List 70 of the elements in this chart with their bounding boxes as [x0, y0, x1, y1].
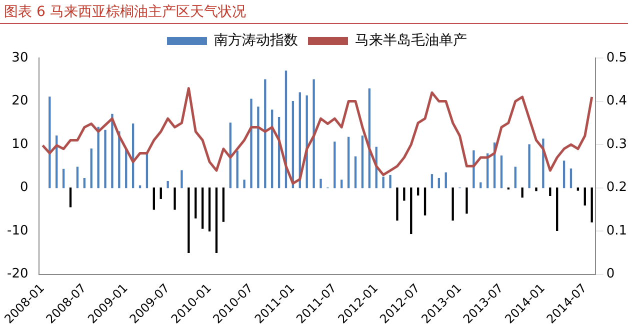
bar [354, 156, 357, 188]
bar [430, 174, 434, 188]
y2-tick-label: 0 [606, 266, 615, 282]
bar [76, 166, 79, 188]
bar [382, 176, 384, 188]
bar [438, 178, 440, 188]
bar [562, 160, 566, 188]
y2-tick-label: 0.4 [606, 94, 628, 109]
bar [396, 187, 398, 221]
bar [83, 178, 86, 188]
bar [452, 187, 454, 221]
bar [403, 187, 406, 201]
bar [243, 180, 246, 188]
bar [166, 181, 169, 188]
bar [514, 166, 516, 188]
bar [202, 187, 204, 229]
y-tick-label: 20 [12, 94, 28, 109]
bar [174, 187, 176, 210]
bar [111, 114, 114, 188]
bar [389, 174, 392, 188]
bar [444, 172, 447, 188]
bar [180, 170, 183, 188]
bar [215, 187, 218, 254]
y-tick-label: 30 [12, 50, 28, 66]
chart-title: 图表 6 马来西亚棕榈油主产区天气状况 [0, 0, 628, 24]
legend-label: 马来半岛毛油单产 [355, 32, 467, 49]
legend-label: 南方涛动指数 [214, 32, 298, 49]
y-tick-label: 0 [20, 180, 28, 196]
y-tick-label: -20 [7, 266, 28, 282]
bar [320, 178, 322, 188]
bar [97, 126, 100, 188]
y2-tick-label: 0.2 [606, 180, 628, 196]
bar [584, 187, 586, 206]
bar [188, 187, 190, 254]
bar [424, 187, 426, 216]
bar [410, 187, 412, 234]
bar [416, 187, 420, 196]
bar [236, 150, 238, 188]
bar [500, 155, 503, 188]
bar [69, 187, 72, 208]
bar [264, 79, 266, 188]
bar [528, 144, 530, 188]
bar [90, 148, 92, 188]
bar [549, 187, 552, 196]
y-tick-label: -10 [7, 223, 28, 238]
bar [590, 187, 593, 222]
bar [257, 106, 260, 188]
bar [340, 180, 343, 188]
bar [347, 136, 350, 188]
bar [194, 187, 197, 218]
bar [222, 187, 225, 222]
bar [160, 187, 162, 199]
y2-tick-label: 0.5 [606, 50, 628, 66]
bar [535, 187, 538, 192]
bar [104, 130, 106, 188]
bar [556, 187, 558, 231]
bar [250, 98, 252, 188]
bar [570, 168, 572, 188]
bar [472, 150, 475, 188]
bar [208, 187, 211, 232]
bar [361, 136, 364, 188]
bar [334, 142, 336, 188]
y2-tick-label: 0.3 [606, 136, 628, 152]
bar [466, 187, 468, 214]
bar [62, 168, 65, 188]
y2-tick-label: 0.1 [606, 223, 628, 238]
y-tick-label: 10 [12, 136, 28, 152]
bar [312, 79, 315, 188]
bar [152, 187, 156, 210]
bar [521, 187, 524, 198]
